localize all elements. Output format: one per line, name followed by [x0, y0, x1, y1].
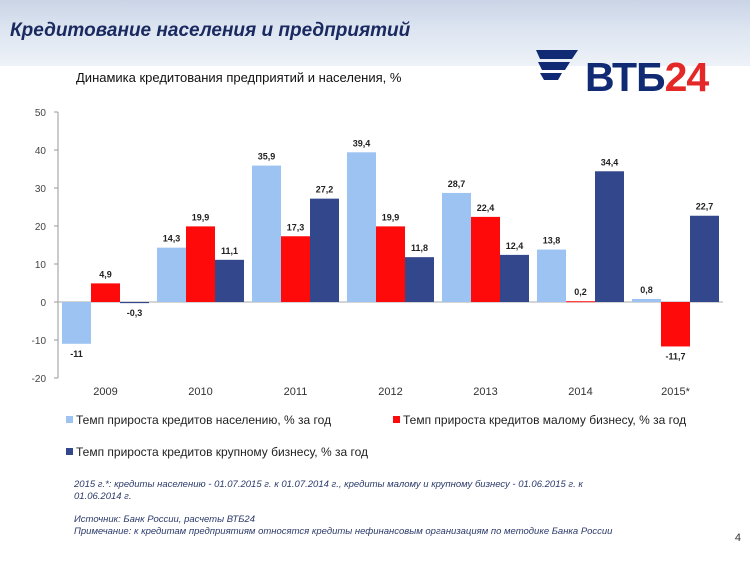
bar-3 — [310, 198, 339, 302]
y-tick-label: 0 — [40, 298, 46, 309]
bar-3 — [500, 254, 529, 302]
bar-2 — [281, 236, 310, 302]
legend-swatch-small-business — [393, 416, 400, 423]
data-label: 11,1 — [221, 246, 238, 256]
bar-2 — [661, 302, 690, 347]
data-label: 14,3 — [163, 234, 181, 244]
x-category-label: 2015* — [661, 386, 690, 398]
bar-1 — [252, 165, 281, 302]
data-label: 19,9 — [382, 212, 400, 222]
vtb-emblem-icon — [536, 50, 578, 80]
data-label: 0,8 — [640, 285, 653, 295]
bar-1 — [537, 249, 566, 302]
data-label: 28,7 — [448, 179, 466, 189]
bar-1 — [157, 247, 186, 302]
data-label: 19,9 — [192, 212, 210, 222]
bar-2 — [186, 226, 215, 302]
data-label: 22,4 — [477, 203, 495, 213]
data-label: 22,7 — [696, 202, 714, 212]
x-category-label: 2009 — [93, 386, 117, 398]
x-category-label: 2014 — [568, 386, 592, 398]
y-tick-label: 40 — [35, 146, 47, 157]
bar-3 — [595, 171, 624, 302]
bar-2 — [566, 301, 595, 303]
bar-1 — [442, 192, 471, 302]
footnote-period: 2015 г.*: кредиты населению - 01.07.2015… — [74, 479, 583, 503]
bar-2 — [376, 226, 405, 302]
data-label: 0,2 — [574, 287, 587, 297]
bar-2 — [91, 283, 120, 302]
bar-2 — [471, 216, 500, 302]
footnote-source-block: Источник: Банк России, расчеты ВТБ24 При… — [74, 514, 612, 538]
bar-1 — [62, 302, 91, 344]
title-band — [0, 0, 750, 66]
slide-title: Кредитование населения и предприятий — [10, 20, 411, 41]
y-tick-label: 30 — [35, 184, 47, 195]
y-tick-label: 20 — [35, 222, 47, 233]
data-label: 27,2 — [316, 185, 334, 195]
data-label: -11 — [70, 349, 83, 359]
legend-label-small-business: Темп прироста кредитов малому бизнесу, %… — [403, 413, 687, 427]
footnote-source: Источник: Банк России, расчеты ВТБ24 — [74, 514, 255, 525]
vtb24-logo — [536, 50, 578, 80]
legend-swatch-large-business — [66, 448, 73, 455]
y-tick-label: 10 — [35, 260, 47, 271]
data-label: 13,8 — [543, 236, 561, 246]
legend-item-large-business: Темп прироста кредитов крупному бизнесу,… — [66, 445, 368, 459]
data-label: 12,4 — [506, 241, 524, 251]
bar-3 — [120, 302, 149, 304]
logo-text: ВТБ — [585, 54, 666, 100]
x-category-label: 2012 — [378, 386, 402, 398]
logo-number: 24 — [664, 54, 710, 100]
footnote-line-1: 2015 г.*: кредиты населению - 01.07.2015… — [74, 479, 583, 490]
y-tick-label: -20 — [32, 374, 47, 385]
data-label: 35,9 — [258, 152, 276, 162]
y-tick-label: 50 — [35, 108, 47, 119]
bar-3 — [690, 215, 719, 302]
legend-label-large-business: Темп прироста кредитов крупному бизнесу,… — [76, 445, 368, 459]
legend-label-population: Темп прироста кредитов населению, % за г… — [76, 413, 332, 427]
data-label: -0,3 — [127, 308, 143, 318]
data-label: 17,3 — [287, 222, 305, 232]
footnote-line-2: 01.06.2014 г. — [74, 491, 132, 502]
bar-chart: 50403020100-10-20-114,9-0,3200914,319,91… — [32, 108, 723, 398]
x-category-label: 2010 — [188, 386, 212, 398]
y-tick-label: -10 — [32, 336, 47, 347]
data-label: -11,7 — [665, 351, 685, 361]
legend-item-population: Темп прироста кредитов населению, % за г… — [66, 413, 331, 427]
bar-1 — [347, 152, 376, 302]
bar-3 — [405, 257, 434, 302]
legend-swatch-population — [66, 416, 73, 423]
legend-item-small-business: Темп прироста кредитов малому бизнесу, %… — [393, 413, 686, 427]
data-label: 39,4 — [353, 138, 371, 148]
x-category-label: 2013 — [473, 386, 497, 398]
x-category-label: 2011 — [284, 386, 308, 398]
data-label: 11,8 — [411, 243, 428, 253]
page-number: 4 — [734, 532, 741, 544]
logo-wordmark: ВТБ24 — [585, 54, 710, 100]
chart-title: Динамика кредитования предприятий и насе… — [76, 70, 402, 85]
data-label: 4,9 — [99, 269, 112, 279]
footnote-remark: Примечание: к кредитам предприятиям отно… — [74, 526, 613, 537]
bar-3 — [215, 259, 244, 302]
data-label: 34,4 — [601, 157, 619, 167]
bar-1 — [632, 298, 661, 302]
